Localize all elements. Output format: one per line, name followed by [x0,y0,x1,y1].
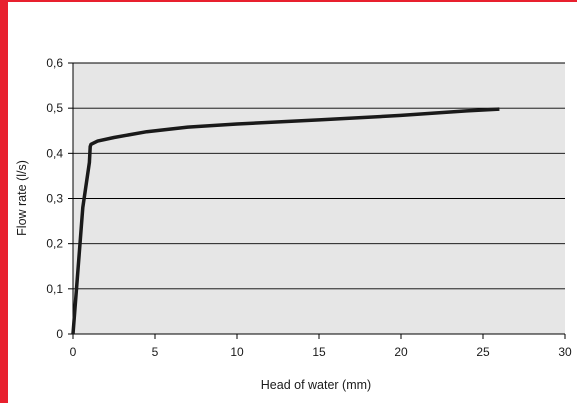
y-tick-label: 0 [56,327,63,341]
x-tick-label: 30 [558,345,572,359]
y-tick-label: 0,4 [46,146,63,160]
x-tick-label: 25 [476,345,490,359]
x-tick-label: 0 [70,345,77,359]
x-tick-label: 15 [312,345,326,359]
x-tick-label: 20 [394,345,408,359]
x-axis-ticks: 0 5 10 15 20 25 30 [70,334,572,359]
left-accent-bar [0,0,8,403]
y-tick-label: 0,2 [46,237,63,251]
y-tick-label: 0,1 [46,282,63,296]
y-tick-label: 0,3 [46,192,63,206]
gridlines [73,62,565,290]
x-tick-label: 5 [152,345,159,359]
x-tick-label: 10 [230,345,244,359]
y-axis-title: Flow rate (l/s) [15,160,29,236]
series-line-0 [71,107,500,335]
y-axis-ticks: 0 0,1 0,2 0,3 0,4 0,5 0,6 [46,56,73,341]
series-group [71,107,500,335]
x-axis-title: Head of water (mm) [261,378,371,392]
top-accent-bar [0,0,577,2]
y-tick-label: 0,6 [46,56,63,70]
y-tick-label: 0,5 [46,101,63,115]
